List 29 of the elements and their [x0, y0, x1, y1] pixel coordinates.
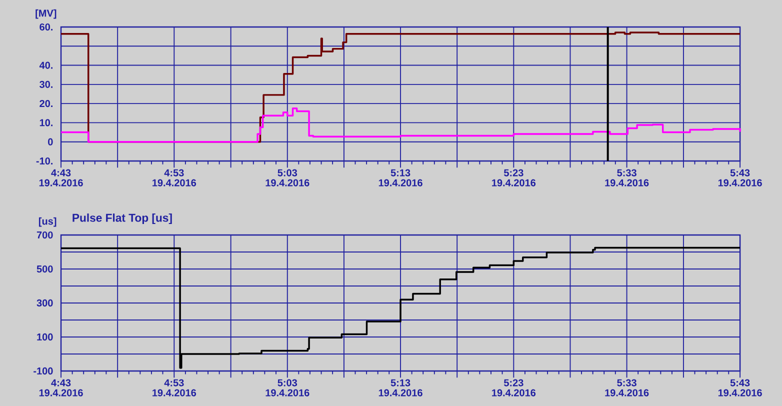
x-tick-label: 5:03 19.4.2016 [266, 379, 310, 396]
y-tick-label: 100 [37, 333, 53, 341]
x-tick-label: 5:43 19.4.2016 [718, 169, 762, 186]
y-tick-label: 30. [40, 80, 52, 88]
x-tick-label: 5:23 19.4.2016 [492, 169, 536, 186]
x-tick-label: 4:53 19.4.2016 [152, 379, 196, 396]
x-tick-label: 5:43 19.4.2016 [718, 379, 762, 396]
y-tick-label: 20. [40, 100, 52, 108]
y-axis-title: [us] [38, 217, 56, 227]
x-tick-label: 5:33 19.4.2016 [605, 169, 649, 186]
y-tick-label: 0 [48, 138, 53, 146]
x-tick-label: 4:53 19.4.2016 [152, 169, 196, 186]
y-tick-label: -10. [36, 157, 52, 165]
y-axis-title: [MV] [36, 9, 56, 19]
y-tick-label: 10. [40, 119, 52, 126]
x-tick-label: 5:23 19.4.2016 [492, 379, 536, 396]
x-tick-label: 4:43 19.4.2016 [39, 379, 83, 396]
x-tick-label: 4:43 19.4.2016 [39, 169, 83, 186]
y-tick-label: -100 [34, 367, 53, 375]
x-tick-label: 5:13 19.4.2016 [378, 169, 422, 186]
y-tick-label: 60. [40, 23, 52, 31]
x-tick-label: 5:33 19.4.2016 [605, 379, 649, 396]
y-tick-label: 500 [36, 265, 53, 273]
x-tick-label: 5:03 19.4.2016 [266, 169, 310, 186]
y-tick-label: 300 [36, 299, 53, 307]
y-tick-label: 700 [36, 231, 53, 239]
y-tick-label: 40. [39, 62, 52, 69]
x-tick-label: 5:13 19.4.2016 [378, 379, 422, 396]
chart-title: Pulse Flat Top [us] [72, 213, 172, 224]
